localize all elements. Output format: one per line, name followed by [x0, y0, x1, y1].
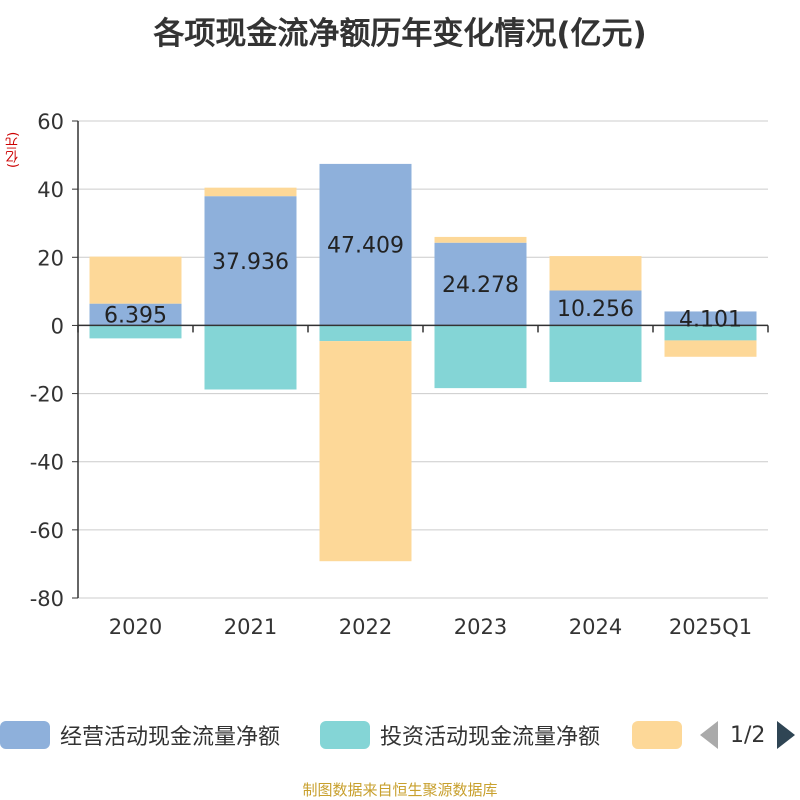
bar-layer — [89, 163, 757, 562]
legend-swatch-financing — [632, 721, 682, 749]
legend-label-operating: 经营活动现金流量净额 — [60, 725, 281, 750]
data-label: 10.256 — [557, 297, 634, 322]
bar-segment[interactable] — [664, 311, 757, 326]
y-tick-label: 0 — [51, 314, 64, 338]
bar-segment[interactable] — [664, 340, 757, 357]
source-note: 制图数据来自恒生聚源数据库 — [302, 781, 498, 799]
y-tick-label: -80 — [30, 587, 64, 611]
data-label: 24.278 — [442, 273, 519, 298]
chart-plot: 60 40 20 0 -20 -40 -60 -80 2020 2021 2022 2023 2024 2… — [30, 110, 769, 639]
label-layer: 6.395 37.936 47.409 24.278 10.256 4.101 — [104, 234, 742, 333]
chart-title: 各项现金流净额历年变化情况(亿元) — [153, 16, 647, 52]
y-tick-label: 60 — [37, 110, 64, 134]
x-tick-label: 2023 — [454, 615, 507, 639]
data-label: 47.409 — [327, 234, 404, 259]
x-tick-label: 2020 — [109, 615, 162, 639]
x-tick-label: 2021 — [224, 615, 277, 639]
pager-prev-icon[interactable] — [700, 721, 718, 749]
y-tick-label: -20 — [30, 383, 64, 407]
y-tick-label: 20 — [37, 246, 64, 270]
bar-segment[interactable] — [434, 325, 527, 389]
y-tick-label: -40 — [30, 451, 64, 475]
legend-swatch-investing — [320, 721, 370, 749]
legend-pager: 1/2 — [700, 715, 796, 755]
bar-segment[interactable] — [549, 290, 642, 326]
x-tick-label: 2024 — [569, 615, 622, 639]
data-label: 4.101 — [679, 307, 742, 332]
bar-segment[interactable] — [89, 325, 182, 339]
x-tick-label: 2025Q1 — [669, 615, 752, 639]
pager-text: 1/2 — [730, 722, 766, 748]
bar-segment[interactable] — [549, 256, 642, 291]
data-label: 37.936 — [212, 250, 289, 275]
bar-segment[interactable] — [664, 325, 757, 341]
bar-segment[interactable] — [204, 187, 297, 197]
legend-item-investing[interactable]: 投资活动现金流量净额 — [320, 715, 600, 755]
pager-next-icon[interactable] — [777, 721, 796, 749]
grid-layer — [78, 120, 768, 599]
y-tick-label: 40 — [37, 178, 64, 202]
bar-segment[interactable] — [204, 196, 297, 326]
bar-segment[interactable] — [319, 325, 412, 342]
axis-layer: 60 40 20 0 -20 -40 -60 -80 2020 2021 2022 2023 2024 2… — [30, 110, 769, 639]
bar-segment[interactable] — [89, 303, 182, 326]
legend-item-operating[interactable]: 经营活动现金流量净额 — [0, 715, 280, 755]
data-label: 6.395 — [104, 304, 167, 329]
bar-segment[interactable] — [89, 256, 182, 304]
legend-item-financing[interactable] — [632, 715, 692, 755]
x-tick-label: 2022 — [339, 615, 392, 639]
bar-segment[interactable] — [549, 325, 642, 382]
bar-segment[interactable] — [319, 341, 412, 562]
bar-segment[interactable] — [204, 325, 297, 390]
legend-label-investing: 投资活动现金流量净额 — [380, 725, 601, 750]
y-tick-label: -60 — [30, 519, 64, 543]
bar-segment[interactable] — [434, 236, 527, 243]
bar-segment[interactable] — [319, 163, 412, 326]
bar-segment[interactable] — [434, 242, 527, 326]
legend: 经营活动现金流量净额 投资活动现金流量净额 — [0, 715, 800, 755]
legend-swatch-operating — [0, 721, 50, 749]
